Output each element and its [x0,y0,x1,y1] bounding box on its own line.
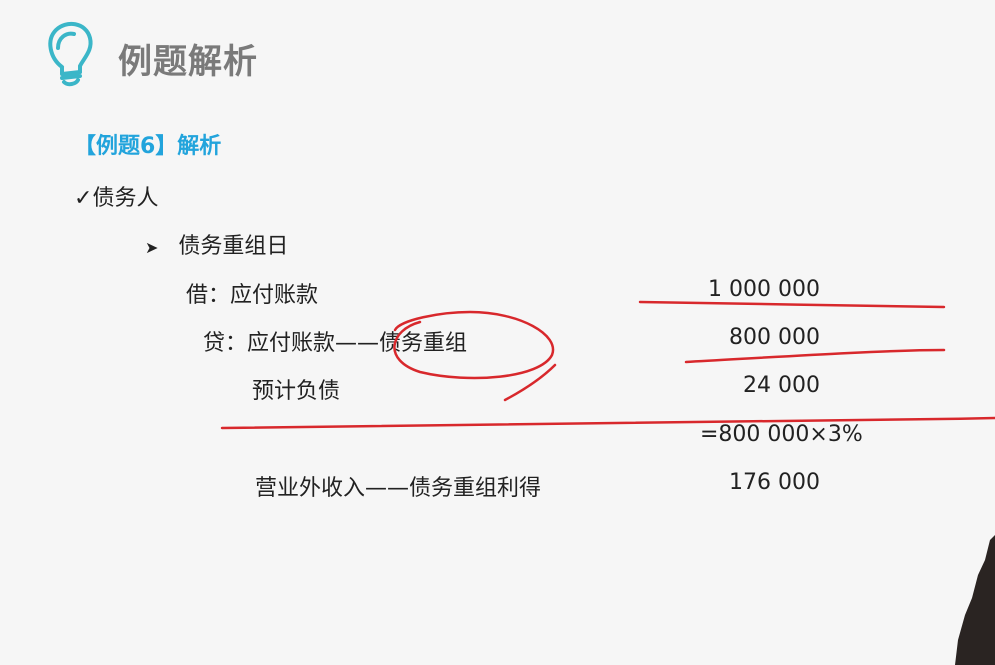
section-heading: ➤ 债务重组日 [145,228,288,260]
entry-amount-gain: 176 000 [729,470,820,495]
debtor-heading: ✓债务人 [74,180,158,212]
slide-title: 例题解析 [118,42,258,82]
entry-amount-provision: 24 000 [743,373,820,398]
example-subtitle: 【例题6】解析 [74,134,222,159]
arrow-bullet-icon: ➤ [145,238,159,257]
circle-annotation [393,310,557,402]
entry-amount-credit: 800 000 [729,325,820,350]
provision-formula: =800 000×3% [700,422,863,447]
debtor-label: 债务人 [92,186,159,211]
entry-label-provision: 预计负债 [252,379,341,404]
entry-label-gain: 营业外收入——债务重组利得 [255,476,542,501]
check-icon: ✓ [74,186,93,211]
entry-label-credit: 贷：应付账款——债务重组 [203,331,468,356]
entry-amount-debit: 1 000 000 [708,277,820,302]
underline-debit [638,300,946,309]
section-label: 债务重组日 [178,234,289,259]
underline-credit [684,348,946,364]
entry-label-debit: 借：应付账款 [186,283,319,308]
